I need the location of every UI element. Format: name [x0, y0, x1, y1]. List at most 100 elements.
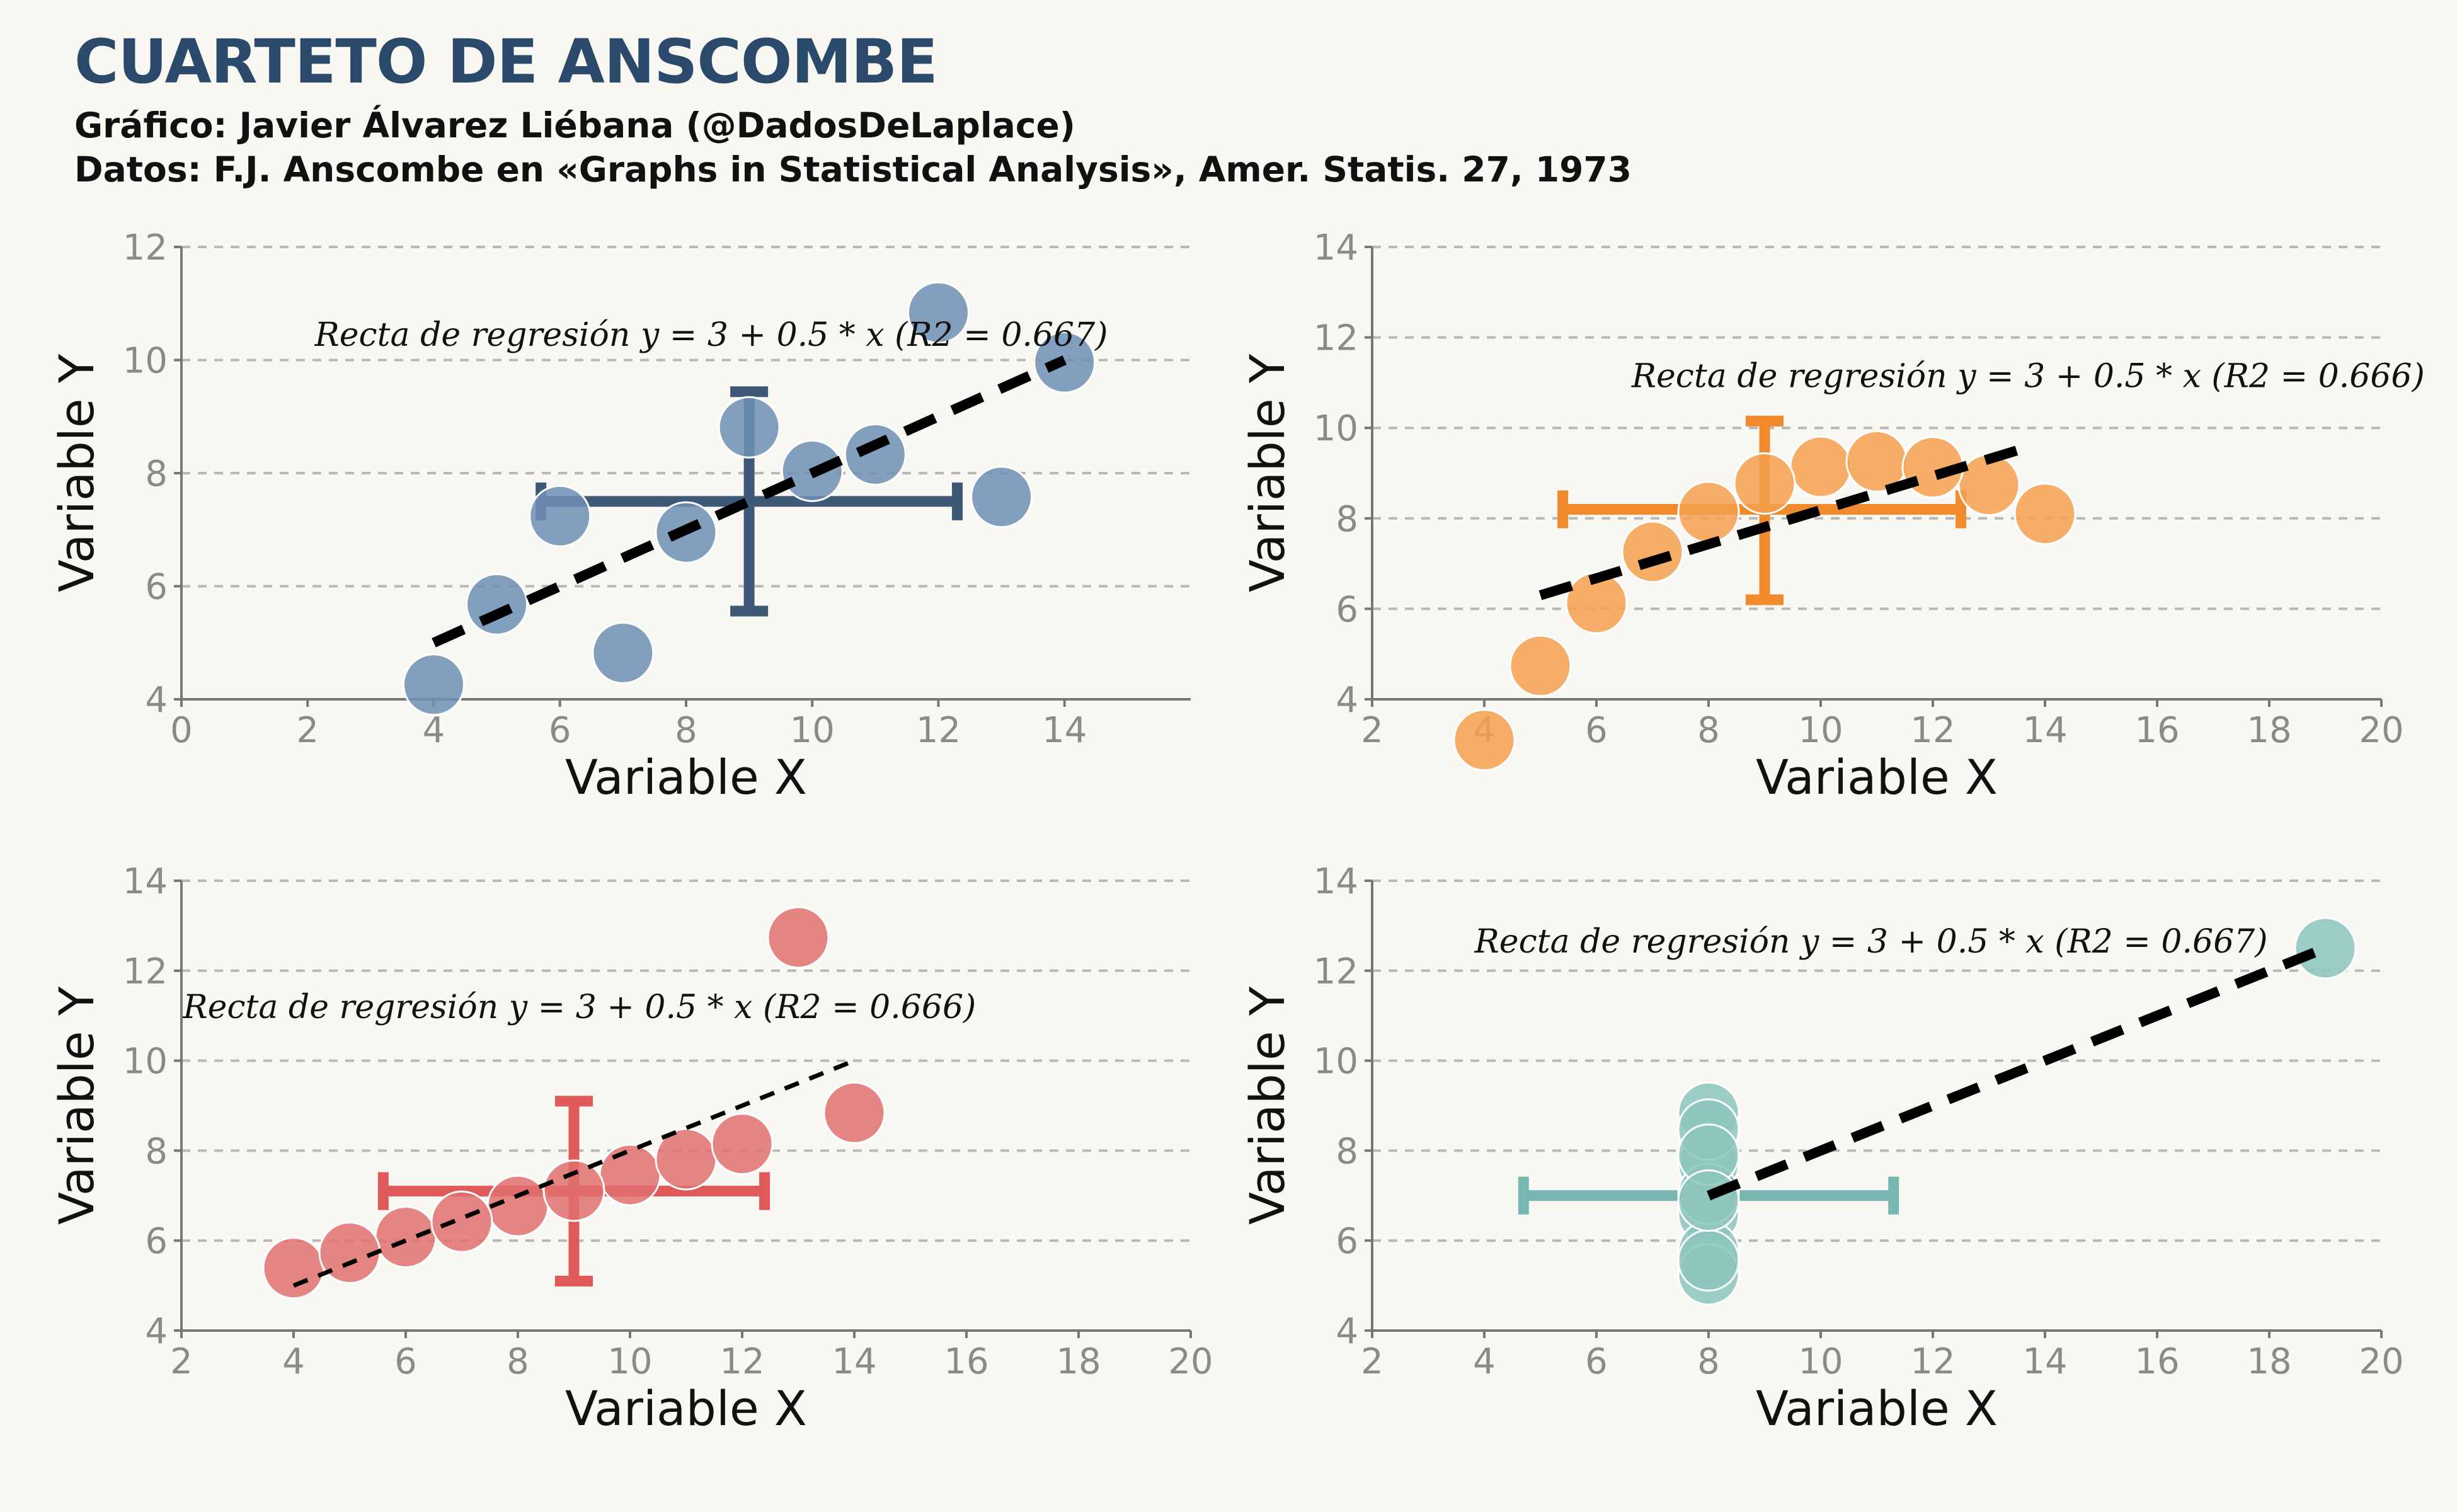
data-point — [844, 423, 907, 486]
y-tick-label: 10 — [123, 1041, 168, 1082]
y-axis-label: Variable Y — [1239, 986, 1295, 1225]
data-point — [1789, 435, 1852, 498]
x-tick-label: 10 — [1798, 1341, 1843, 1382]
x-tick-label: 20 — [2359, 710, 2403, 751]
data-point — [1677, 1229, 1740, 1292]
x-axis-label: Variable X — [1756, 1380, 1998, 1436]
y-tick-label: 14 — [1314, 227, 1358, 268]
y-tick-label: 6 — [145, 1221, 168, 1262]
data-point — [262, 1237, 325, 1300]
data-point — [1565, 571, 1628, 634]
y-tick-label: 6 — [145, 567, 168, 608]
x-tick-label: 12 — [1910, 710, 1955, 751]
y-tick-label: 10 — [1314, 1041, 1358, 1082]
x-tick-label: 16 — [2134, 710, 2179, 751]
x-tick-label: 18 — [2247, 1341, 2291, 1382]
x-tick-label: 6 — [394, 1341, 417, 1382]
y-tick-label: 12 — [123, 951, 168, 992]
x-tick-label: 0 — [170, 710, 193, 751]
x-tick-label: 6 — [1585, 1341, 1608, 1382]
y-tick-label: 14 — [1314, 861, 1358, 902]
x-tick-label: 12 — [1910, 1341, 1955, 1382]
data-point — [970, 466, 1033, 529]
y-axis-label: Variable Y — [49, 986, 105, 1225]
data-point — [2294, 917, 2357, 980]
y-tick-label: 4 — [1336, 680, 1358, 721]
y-tick-label: 12 — [1314, 318, 1358, 359]
y-tick-label: 6 — [1336, 1221, 1358, 1262]
y-tick-label: 14 — [123, 861, 168, 902]
x-tick-label: 20 — [2359, 1341, 2403, 1382]
x-tick-label: 2 — [1361, 1341, 1383, 1382]
x-tick-label: 8 — [1697, 1341, 1720, 1382]
data-point — [1677, 1169, 1740, 1232]
x-tick-label: 4 — [282, 1341, 305, 1382]
x-tick-label: 16 — [944, 1341, 988, 1382]
chart-subtitle-source: Datos: F.J. Anscombe en «Graphs in Stati… — [74, 149, 1632, 190]
chart-header: CUARTETO DE ANSCOMBE Gráfico: Javier Álv… — [74, 24, 1632, 192]
regression-annotation: Recta de regresión y = 3 + 0.5 * x (R2 =… — [1474, 923, 2268, 961]
data-point — [1677, 481, 1740, 544]
x-tick-label: 2 — [1361, 710, 1383, 751]
x-tick-label: 10 — [1798, 710, 1843, 751]
x-tick-label: 8 — [507, 1341, 529, 1382]
x-tick-label: 20 — [1168, 1341, 1213, 1382]
y-tick-label: 8 — [145, 1131, 168, 1172]
y-axis-label: Variable Y — [1239, 353, 1295, 592]
data-point — [542, 1159, 605, 1222]
data-point — [430, 1190, 493, 1253]
x-tick-label: 10 — [607, 1341, 652, 1382]
y-tick-label: 4 — [1336, 1311, 1358, 1352]
y-tick-label: 8 — [1336, 499, 1358, 540]
x-tick-label: 4 — [423, 710, 445, 751]
data-point — [907, 281, 970, 344]
y-tick-label: 6 — [1336, 589, 1358, 630]
x-tick-label: 18 — [2247, 710, 2291, 751]
y-tick-label: 8 — [1336, 1131, 1358, 1172]
y-tick-label: 10 — [1314, 408, 1358, 449]
data-point — [374, 1205, 437, 1268]
data-point — [598, 1143, 662, 1206]
x-tick-label: 8 — [675, 710, 697, 751]
x-tick-label: 18 — [1056, 1341, 1101, 1382]
data-point — [1621, 520, 1684, 583]
regression-annotation: Recta de regresión y = 3 + 0.5 * x (R2 =… — [314, 316, 1108, 354]
data-point — [466, 573, 529, 636]
y-axis-label: Variable Y — [49, 353, 105, 592]
regression-line — [1707, 943, 2327, 1201]
x-tick-label: 14 — [2022, 710, 2067, 751]
regression-annotation: Recta de regresión y = 3 + 0.5 * x (R2 =… — [1631, 358, 2425, 396]
data-point — [767, 906, 830, 969]
x-tick-label: 12 — [719, 1341, 764, 1382]
regression-line — [432, 355, 1067, 648]
data-point — [711, 1113, 774, 1176]
x-tick-label: 14 — [1042, 710, 1087, 751]
chart-title: CUARTETO DE ANSCOMBE — [74, 26, 938, 97]
data-point — [592, 621, 655, 684]
chart-panel-1: 0 2 4 6 8 10 12 14 4 6 8 10 12 Variable X Variable Y Re… — [49, 227, 1191, 805]
x-axis-label: Variable X — [565, 749, 807, 805]
data-point — [403, 653, 465, 716]
y-tick-label: 12 — [123, 227, 168, 268]
chart-subtitle-author: Gráfico: Javier Álvarez Liébana (@DadosD… — [74, 105, 1075, 146]
data-point — [718, 396, 781, 459]
y-tick-label: 10 — [123, 341, 168, 382]
x-tick-label: 16 — [2134, 1341, 2179, 1382]
x-tick-label: 8 — [1697, 710, 1720, 751]
regression-line — [1538, 445, 2019, 600]
y-tick-label: 4 — [145, 680, 168, 721]
y-tick-label: 12 — [1314, 951, 1358, 992]
x-tick-label: 14 — [2022, 1341, 2067, 1382]
x-tick-label: 14 — [832, 1341, 876, 1382]
data-point — [1509, 634, 1572, 697]
x-axis-label: Variable X — [1756, 749, 1998, 805]
x-tick-label: 6 — [1585, 710, 1608, 751]
x-tick-label: 12 — [916, 710, 961, 751]
y-tick-label: 8 — [145, 454, 168, 495]
data-point — [1733, 452, 1796, 515]
x-tick-label: 2 — [296, 710, 319, 751]
